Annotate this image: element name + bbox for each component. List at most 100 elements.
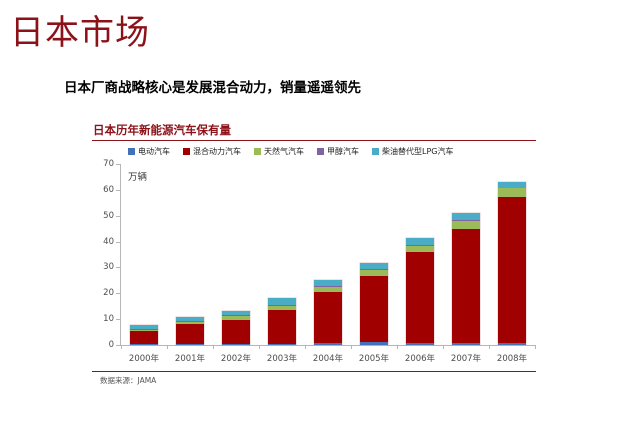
bar-segment[interactable] <box>176 324 204 345</box>
x-axis-tick-label: 2005年 <box>358 354 390 364</box>
bar-segment[interactable] <box>360 342 388 345</box>
legend-item[interactable]: 电动汽车 <box>128 147 170 156</box>
y-axis-tick-labels: 0 10 20 30 40 50 60 70 <box>92 159 114 350</box>
bar-segment[interactable] <box>498 187 526 189</box>
legend-item[interactable]: 天然气汽车 <box>254 147 304 156</box>
y-axis-tick-mark <box>116 267 120 269</box>
stacked-bar[interactable] <box>176 317 204 345</box>
stacked-bar[interactable] <box>130 324 158 345</box>
bar-group <box>397 164 443 345</box>
bar-group <box>489 164 535 345</box>
bar-segment[interactable] <box>314 279 342 286</box>
stacked-bar[interactable] <box>314 279 342 345</box>
bar-group <box>167 164 213 345</box>
x-axis-tick-mark <box>443 345 444 349</box>
bar-segment[interactable] <box>314 291 342 344</box>
x-axis-tick-label: 2006年 <box>404 354 436 364</box>
y-axis-tick-label: 70 <box>103 159 114 169</box>
bar-segment[interactable] <box>314 285 342 287</box>
x-axis-tick-mark <box>121 345 122 349</box>
y-axis-tick-mark <box>116 241 120 243</box>
bar-segment[interactable] <box>360 270 388 277</box>
stacked-bar[interactable] <box>268 297 296 345</box>
x-axis-tick-label: 2000年 <box>128 354 160 364</box>
stacked-bar[interactable] <box>452 212 480 345</box>
bar-segment[interactable] <box>130 324 158 329</box>
bar-segment[interactable] <box>498 181 526 188</box>
bar-segment[interactable] <box>268 305 296 311</box>
y-axis-tick-label: 30 <box>103 262 114 273</box>
bar-segment[interactable] <box>130 331 158 345</box>
bar-segment[interactable] <box>130 344 158 345</box>
legend-swatch-icon <box>317 147 324 155</box>
legend-swatch-icon <box>183 147 190 155</box>
legend-item[interactable]: 混合动力汽车 <box>183 147 241 156</box>
x-axis-tick-labels: 2000年 2001年 2002年 2003年 2004年 2005年 2006年 2007年… <box>121 352 535 368</box>
bar-segment[interactable] <box>222 316 250 321</box>
y-axis-tick-label: 60 <box>103 184 114 195</box>
bar-group <box>213 164 259 345</box>
stacked-bar[interactable] <box>498 181 526 345</box>
x-axis-tick-mark <box>213 345 214 349</box>
bar-segment[interactable] <box>176 320 204 322</box>
y-axis-tick-label: 20 <box>103 288 114 299</box>
x-axis-tick-mark <box>167 345 168 349</box>
y-axis-tick-mark <box>116 189 120 191</box>
stacked-bar[interactable] <box>222 310 250 345</box>
bar-segment[interactable] <box>268 304 296 306</box>
x-axis-line <box>120 345 536 346</box>
chart-footer-divider <box>92 371 536 372</box>
bar-segment[interactable] <box>452 342 480 345</box>
x-axis-tick-label: 2001年 <box>174 354 206 364</box>
bar-segment[interactable] <box>452 228 480 343</box>
bar-segment[interactable] <box>176 317 204 321</box>
y-axis-line <box>120 164 121 346</box>
legend-swatch-icon <box>372 147 379 155</box>
bar-segment[interactable] <box>498 342 526 345</box>
bar-group <box>443 164 489 345</box>
bar-segment[interactable] <box>360 269 388 271</box>
bar-segment[interactable] <box>314 343 342 345</box>
legend-label: 甲醇汽车 <box>327 146 359 156</box>
bar-segment[interactable] <box>406 245 434 253</box>
bar-segment[interactable] <box>498 197 526 343</box>
bar-segment[interactable] <box>452 220 480 229</box>
bar-segment[interactable] <box>268 343 296 345</box>
bar-segment[interactable] <box>130 329 158 332</box>
bar-group <box>351 164 397 345</box>
x-axis-tick-label: 2008年 <box>496 354 528 364</box>
y-axis-tick-mark <box>116 345 120 346</box>
bar-segment[interactable] <box>176 321 204 325</box>
bar-segment[interactable] <box>130 328 158 330</box>
bar-segment[interactable] <box>222 310 250 316</box>
bar-segment[interactable] <box>268 297 296 305</box>
bar-segment[interactable] <box>452 220 480 221</box>
bar-segment[interactable] <box>314 286 342 292</box>
x-axis-tick-mark <box>305 345 306 349</box>
legend-label: 天然气汽车 <box>264 146 304 156</box>
bar-segment[interactable] <box>268 310 296 344</box>
bar-segment[interactable] <box>360 276 388 343</box>
bar-segment[interactable] <box>498 188 526 198</box>
bar-segment[interactable] <box>176 344 204 345</box>
legend-swatch-icon <box>254 147 261 155</box>
bar-segment[interactable] <box>222 344 250 345</box>
legend-item[interactable]: 柴油替代型LPG汽车 <box>372 147 453 156</box>
stacked-bar[interactable] <box>360 263 388 345</box>
bar-segment[interactable] <box>406 244 434 246</box>
bar-segment[interactable] <box>406 238 434 245</box>
bar-group <box>305 164 351 345</box>
bar-segment[interactable] <box>222 315 250 317</box>
stacked-bar[interactable] <box>406 238 434 345</box>
bar-segment[interactable] <box>452 212 480 221</box>
y-axis-tick-label: 50 <box>103 210 114 221</box>
bar-segment[interactable] <box>222 320 250 345</box>
legend-item[interactable]: 甲醇汽车 <box>317 147 359 156</box>
legend-swatch-icon <box>128 147 135 155</box>
y-axis-tick-label: 0 <box>108 340 114 350</box>
bar-segment[interactable] <box>360 263 388 270</box>
x-axis-tick-mark <box>259 345 260 349</box>
bar-segment[interactable] <box>406 343 434 345</box>
bar-segment[interactable] <box>406 252 434 344</box>
